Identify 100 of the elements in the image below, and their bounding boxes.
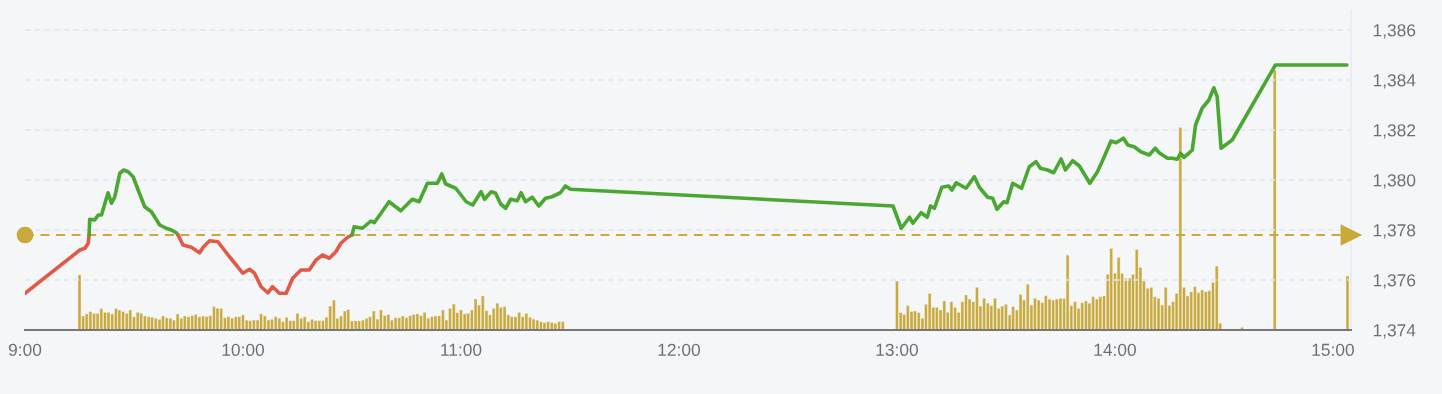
bar <box>88 311 93 330</box>
bar <box>77 274 82 330</box>
bar <box>273 316 278 330</box>
bar <box>263 315 267 330</box>
bar <box>401 315 405 330</box>
bar <box>364 318 369 330</box>
bar <box>386 314 391 330</box>
bar <box>964 294 968 330</box>
bar <box>422 312 427 330</box>
bar <box>106 312 111 330</box>
bar <box>1200 289 1204 330</box>
bar <box>117 309 122 330</box>
bar <box>459 309 463 330</box>
bar <box>433 315 438 330</box>
bar <box>927 293 932 330</box>
bar <box>393 317 398 330</box>
bar <box>1127 278 1132 330</box>
bar <box>1135 249 1139 330</box>
bar <box>408 315 412 330</box>
bar <box>481 295 485 330</box>
line-series <box>176 233 354 296</box>
y-tick-label: 1,374 <box>1373 324 1416 339</box>
bar <box>146 316 151 330</box>
bar <box>1036 299 1041 330</box>
bar <box>197 316 202 330</box>
bar <box>219 308 223 330</box>
bar <box>1156 298 1161 330</box>
bar <box>295 313 300 330</box>
bar <box>1109 248 1113 330</box>
bar <box>128 309 132 330</box>
bar <box>259 313 263 330</box>
bar <box>215 308 220 330</box>
bar <box>204 316 209 330</box>
y-tick-label: 1,378 <box>1373 224 1416 239</box>
bar <box>967 298 972 330</box>
bar <box>1026 284 1030 330</box>
bar <box>542 322 547 330</box>
bar <box>190 315 194 330</box>
bar <box>993 298 997 330</box>
bar <box>1065 254 1070 330</box>
bar <box>241 314 245 330</box>
bar <box>161 315 165 330</box>
x-tick-label: 9:00 <box>8 343 42 356</box>
x-tick-label: 14:00 <box>1094 343 1136 356</box>
bar <box>1091 296 1095 330</box>
bar <box>397 317 401 330</box>
bar <box>546 321 550 330</box>
bar <box>1164 287 1168 330</box>
bar <box>1345 275 1350 330</box>
y-tick-label: 1,380 <box>1373 174 1416 189</box>
bar <box>982 298 986 330</box>
bar <box>502 306 507 330</box>
x-tick-label: 10:00 <box>222 343 265 356</box>
bar <box>230 318 234 330</box>
bar <box>277 318 282 330</box>
bar <box>1193 286 1197 330</box>
x-tick-label: 12:00 <box>658 343 700 356</box>
bar <box>150 317 154 330</box>
bar <box>561 321 565 330</box>
bar <box>452 303 456 330</box>
bar <box>1084 300 1088 330</box>
bar <box>288 320 292 330</box>
bar <box>313 320 318 330</box>
bar <box>975 287 979 330</box>
bar <box>201 315 205 330</box>
bar <box>284 317 289 330</box>
bar <box>1116 257 1121 330</box>
bar <box>906 305 910 330</box>
line-series <box>350 63 1349 237</box>
bar <box>557 321 561 330</box>
bar <box>535 319 539 330</box>
y-tick-label: 1,382 <box>1373 124 1416 139</box>
bar <box>1215 265 1219 330</box>
bar <box>99 308 103 330</box>
bar <box>1098 296 1103 330</box>
bar <box>895 280 899 330</box>
bar <box>1011 306 1015 330</box>
bar <box>1004 304 1008 330</box>
bar <box>270 319 274 330</box>
bar <box>1080 302 1084 330</box>
bar <box>495 303 500 330</box>
bar <box>143 315 147 330</box>
line-series <box>87 168 180 237</box>
bar <box>415 313 420 330</box>
bar <box>1047 298 1052 330</box>
line-series <box>25 233 91 296</box>
bar <box>226 316 231 330</box>
x-tick-label: 13:00 <box>876 343 918 356</box>
bar <box>168 318 173 330</box>
bar <box>1044 295 1048 330</box>
bar <box>121 311 125 330</box>
bar <box>372 310 376 330</box>
bar <box>513 316 518 330</box>
bar <box>317 320 321 330</box>
bar <box>1073 301 1077 330</box>
bar <box>473 298 478 330</box>
bar <box>183 315 187 330</box>
y-tick-label: 1,386 <box>1373 24 1416 39</box>
bar <box>404 317 409 330</box>
bar <box>949 301 954 330</box>
